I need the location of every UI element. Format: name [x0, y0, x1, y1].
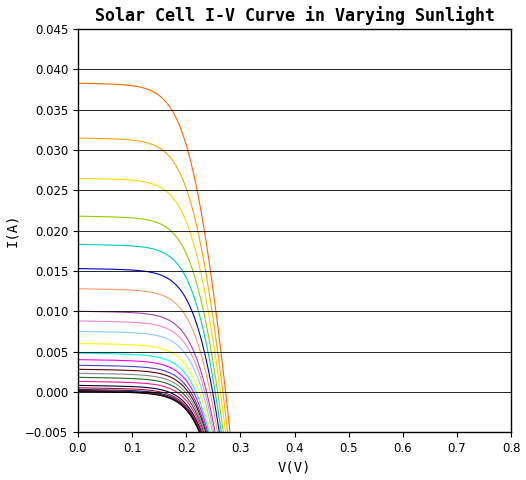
X-axis label: V(V): V(V): [278, 460, 311, 474]
Title: Solar Cell I-V Curve in Varying Sunlight: Solar Cell I-V Curve in Varying Sunlight: [95, 6, 494, 24]
Y-axis label: I(A): I(A): [6, 214, 19, 247]
